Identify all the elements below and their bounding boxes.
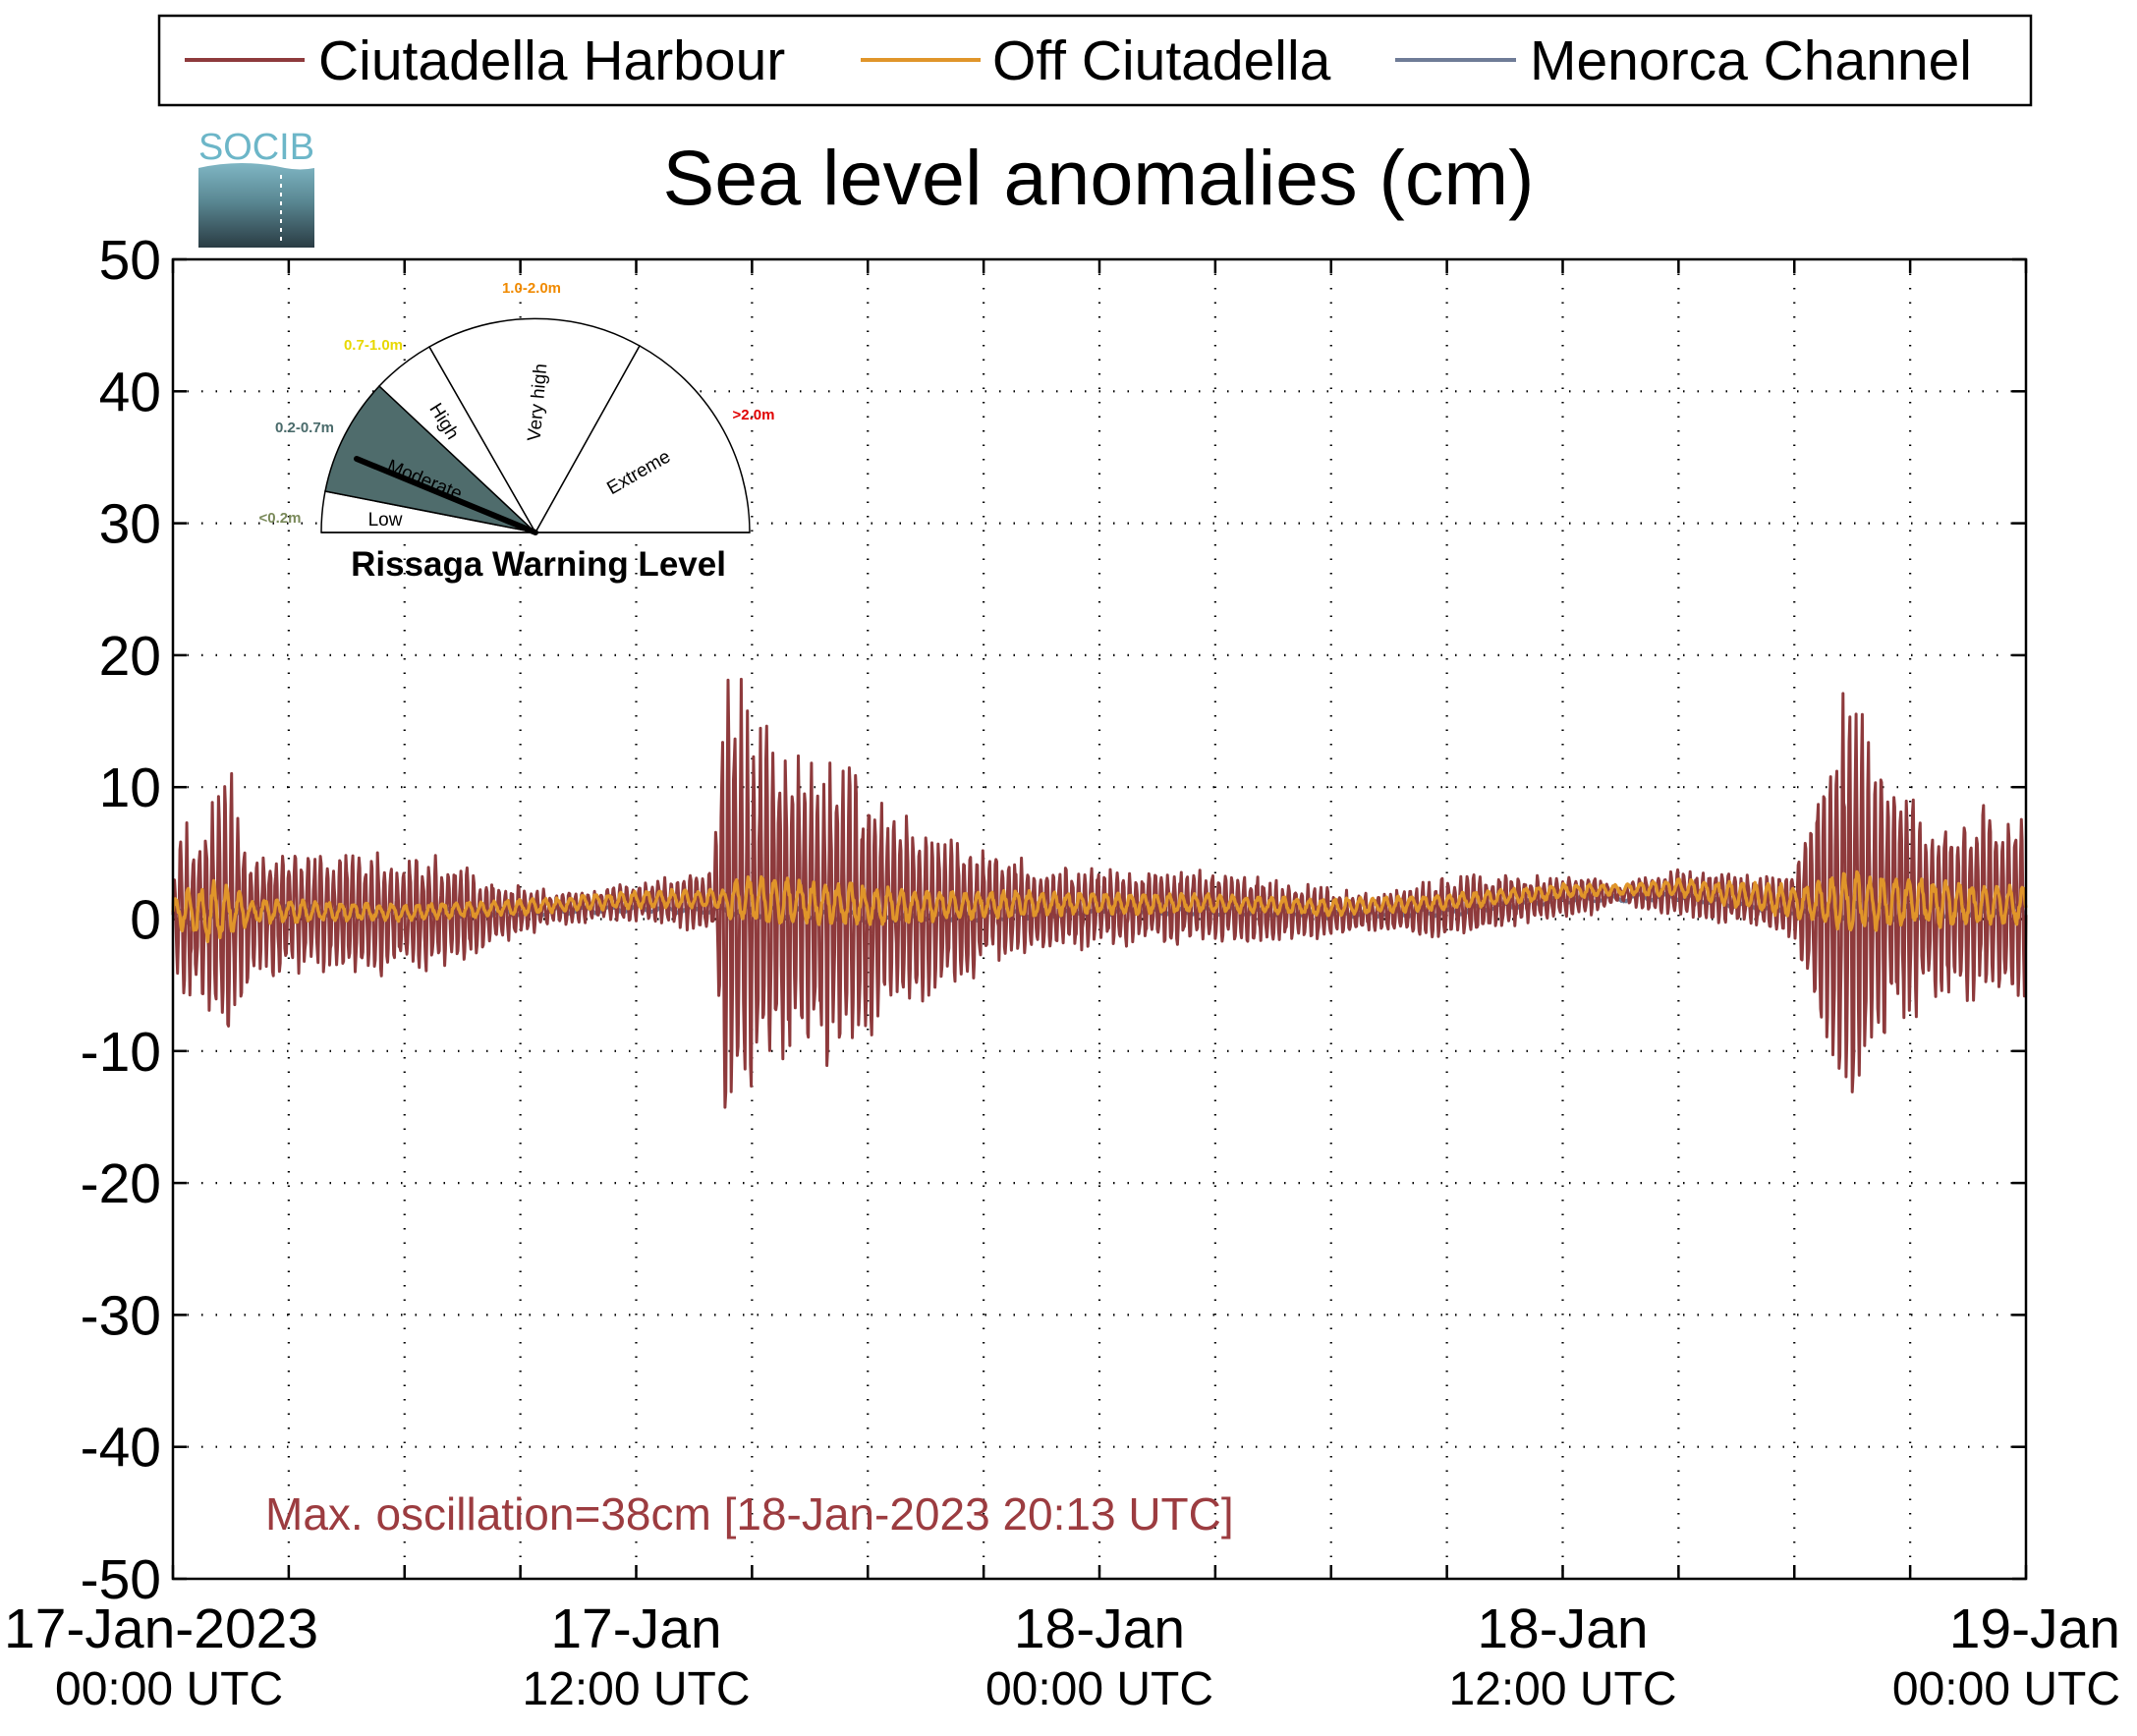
y-tick-label: 10 [99,756,161,819]
legend-label-off: Off Ciutadella [992,29,1331,92]
x-tick-label-time: 12:00 UTC [1448,1663,1676,1715]
legend-label-harbour: Ciutadella Harbour [318,29,785,92]
y-tick-label: -40 [81,1417,161,1480]
logo-text: SOCIB [198,127,314,168]
gauge-sector-moderate [324,384,538,534]
y-tick-label: 50 [99,229,161,292]
x-tick-label-time: 12:00 UTC [522,1663,750,1715]
x-tick-label-date: 19-Jan [1949,1597,2120,1660]
max-oscillation-annotation: Max. oscillation=38cm [18-Jan-2023 20:13… [265,1488,1234,1540]
gauge-range-moderate: 0.2-0.7m [275,420,334,436]
y-tick-label: -10 [81,1021,161,1084]
y-tick-label: 20 [99,625,161,688]
chart-title: Sea level anomalies (cm) [663,134,1535,221]
y-tick-label: -20 [81,1152,161,1215]
legend: Ciutadella Harbour Off Ciutadella Menorc… [157,14,2033,107]
series [171,677,2028,1109]
x-tick-label-date: 17-Jan [550,1597,721,1660]
series-line-off [171,869,2028,943]
legend-box [157,14,2033,107]
gauge-sector-extreme [534,344,751,533]
y-tick-label: -30 [81,1284,161,1347]
gauge-label-low: Low [368,510,403,531]
x-tick-label-date: 18-Jan [1014,1597,1185,1660]
x-tick-label-date: 17-Jan-2023 [4,1597,318,1660]
gauge-needle [354,456,538,535]
y-tick-label: -50 [81,1548,161,1611]
y-axis-ticks: 50 40 30 20 10 0 -10 -20 -30 -40 -50 [81,229,2026,1611]
x-tick-label-time: 00:00 UTC [55,1663,283,1715]
gauge-title: Rissaga Warning Level [351,545,726,584]
gauge-range-very-high: 1.0-2.0m [502,280,561,297]
x-tick-label-time: 00:00 UTC [985,1663,1213,1715]
x-tick-label-time: 00:00 UTC [1892,1663,2120,1715]
y-tick-label: 30 [99,493,161,556]
gauge-range-high: 0.7-1.0m [344,337,403,354]
plot-area-frame [171,257,2028,1581]
y-tick-label: 40 [99,361,161,423]
rissaga-warning-gauge: Low Moderate High Very high Extreme <0.2… [259,280,775,584]
y-tick-label: 0 [130,889,161,952]
gauge-sector-very-high [427,317,642,534]
legend-label-channel: Menorca Channel [1530,29,1972,92]
x-tick-label-date: 18-Jan [1477,1597,1648,1660]
gauge-range-low: <0.2m [259,510,302,527]
gauge-range-extreme: >2.0m [733,407,775,423]
socib-logo: SOCIB [198,127,314,248]
